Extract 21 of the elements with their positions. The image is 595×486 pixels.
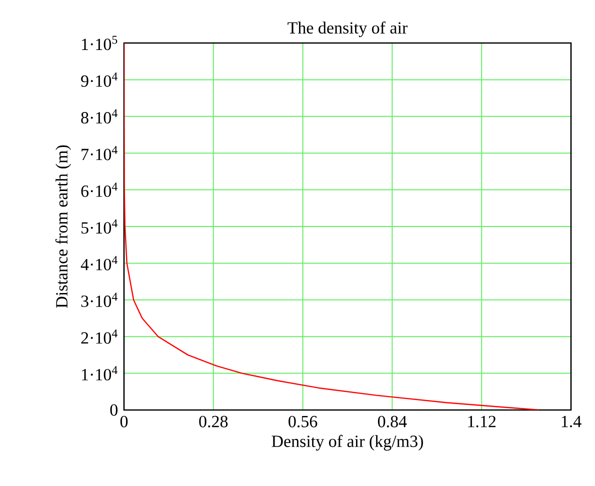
chart-title: The density of air xyxy=(288,21,408,38)
x-tick-label: 1.12 xyxy=(468,416,496,428)
x-tick-label: 0.28 xyxy=(199,416,228,428)
x-tick-label: 0 xyxy=(120,416,128,428)
y-tick-label: 1·10$^{5}$ xyxy=(82,36,118,50)
y-tick-label: 6·10$^{4}$ xyxy=(81,182,118,197)
y-tick-label: 9·10$^{4}$ xyxy=(81,72,118,87)
x-tick-label: 1.4 xyxy=(562,416,582,428)
x-tick-label: 0.56 xyxy=(288,416,318,428)
x-tick-label: 0.84 xyxy=(378,416,407,428)
y-tick-label: 2·10$^{4}$ xyxy=(81,329,118,344)
y-tick-label: 4·10$^{4}$ xyxy=(80,256,118,270)
x-axis-title: Density of air (kg/m3) xyxy=(272,434,423,451)
y-tick-label: 7·10$^{4}$ xyxy=(82,146,118,160)
y-tick-label: 0 xyxy=(110,404,118,416)
y-tick-label: 1·10$^{4}$ xyxy=(82,366,118,380)
y-axis-title: Distance from earth (m) xyxy=(55,145,71,308)
y-tick-label: 3·10$^{4}$ xyxy=(81,292,118,308)
y-tick-label: 8·10$^{4}$ xyxy=(81,109,118,124)
y-tick-label: 5·10$^{4}$ xyxy=(82,219,118,234)
line-series xyxy=(124,42,540,410)
